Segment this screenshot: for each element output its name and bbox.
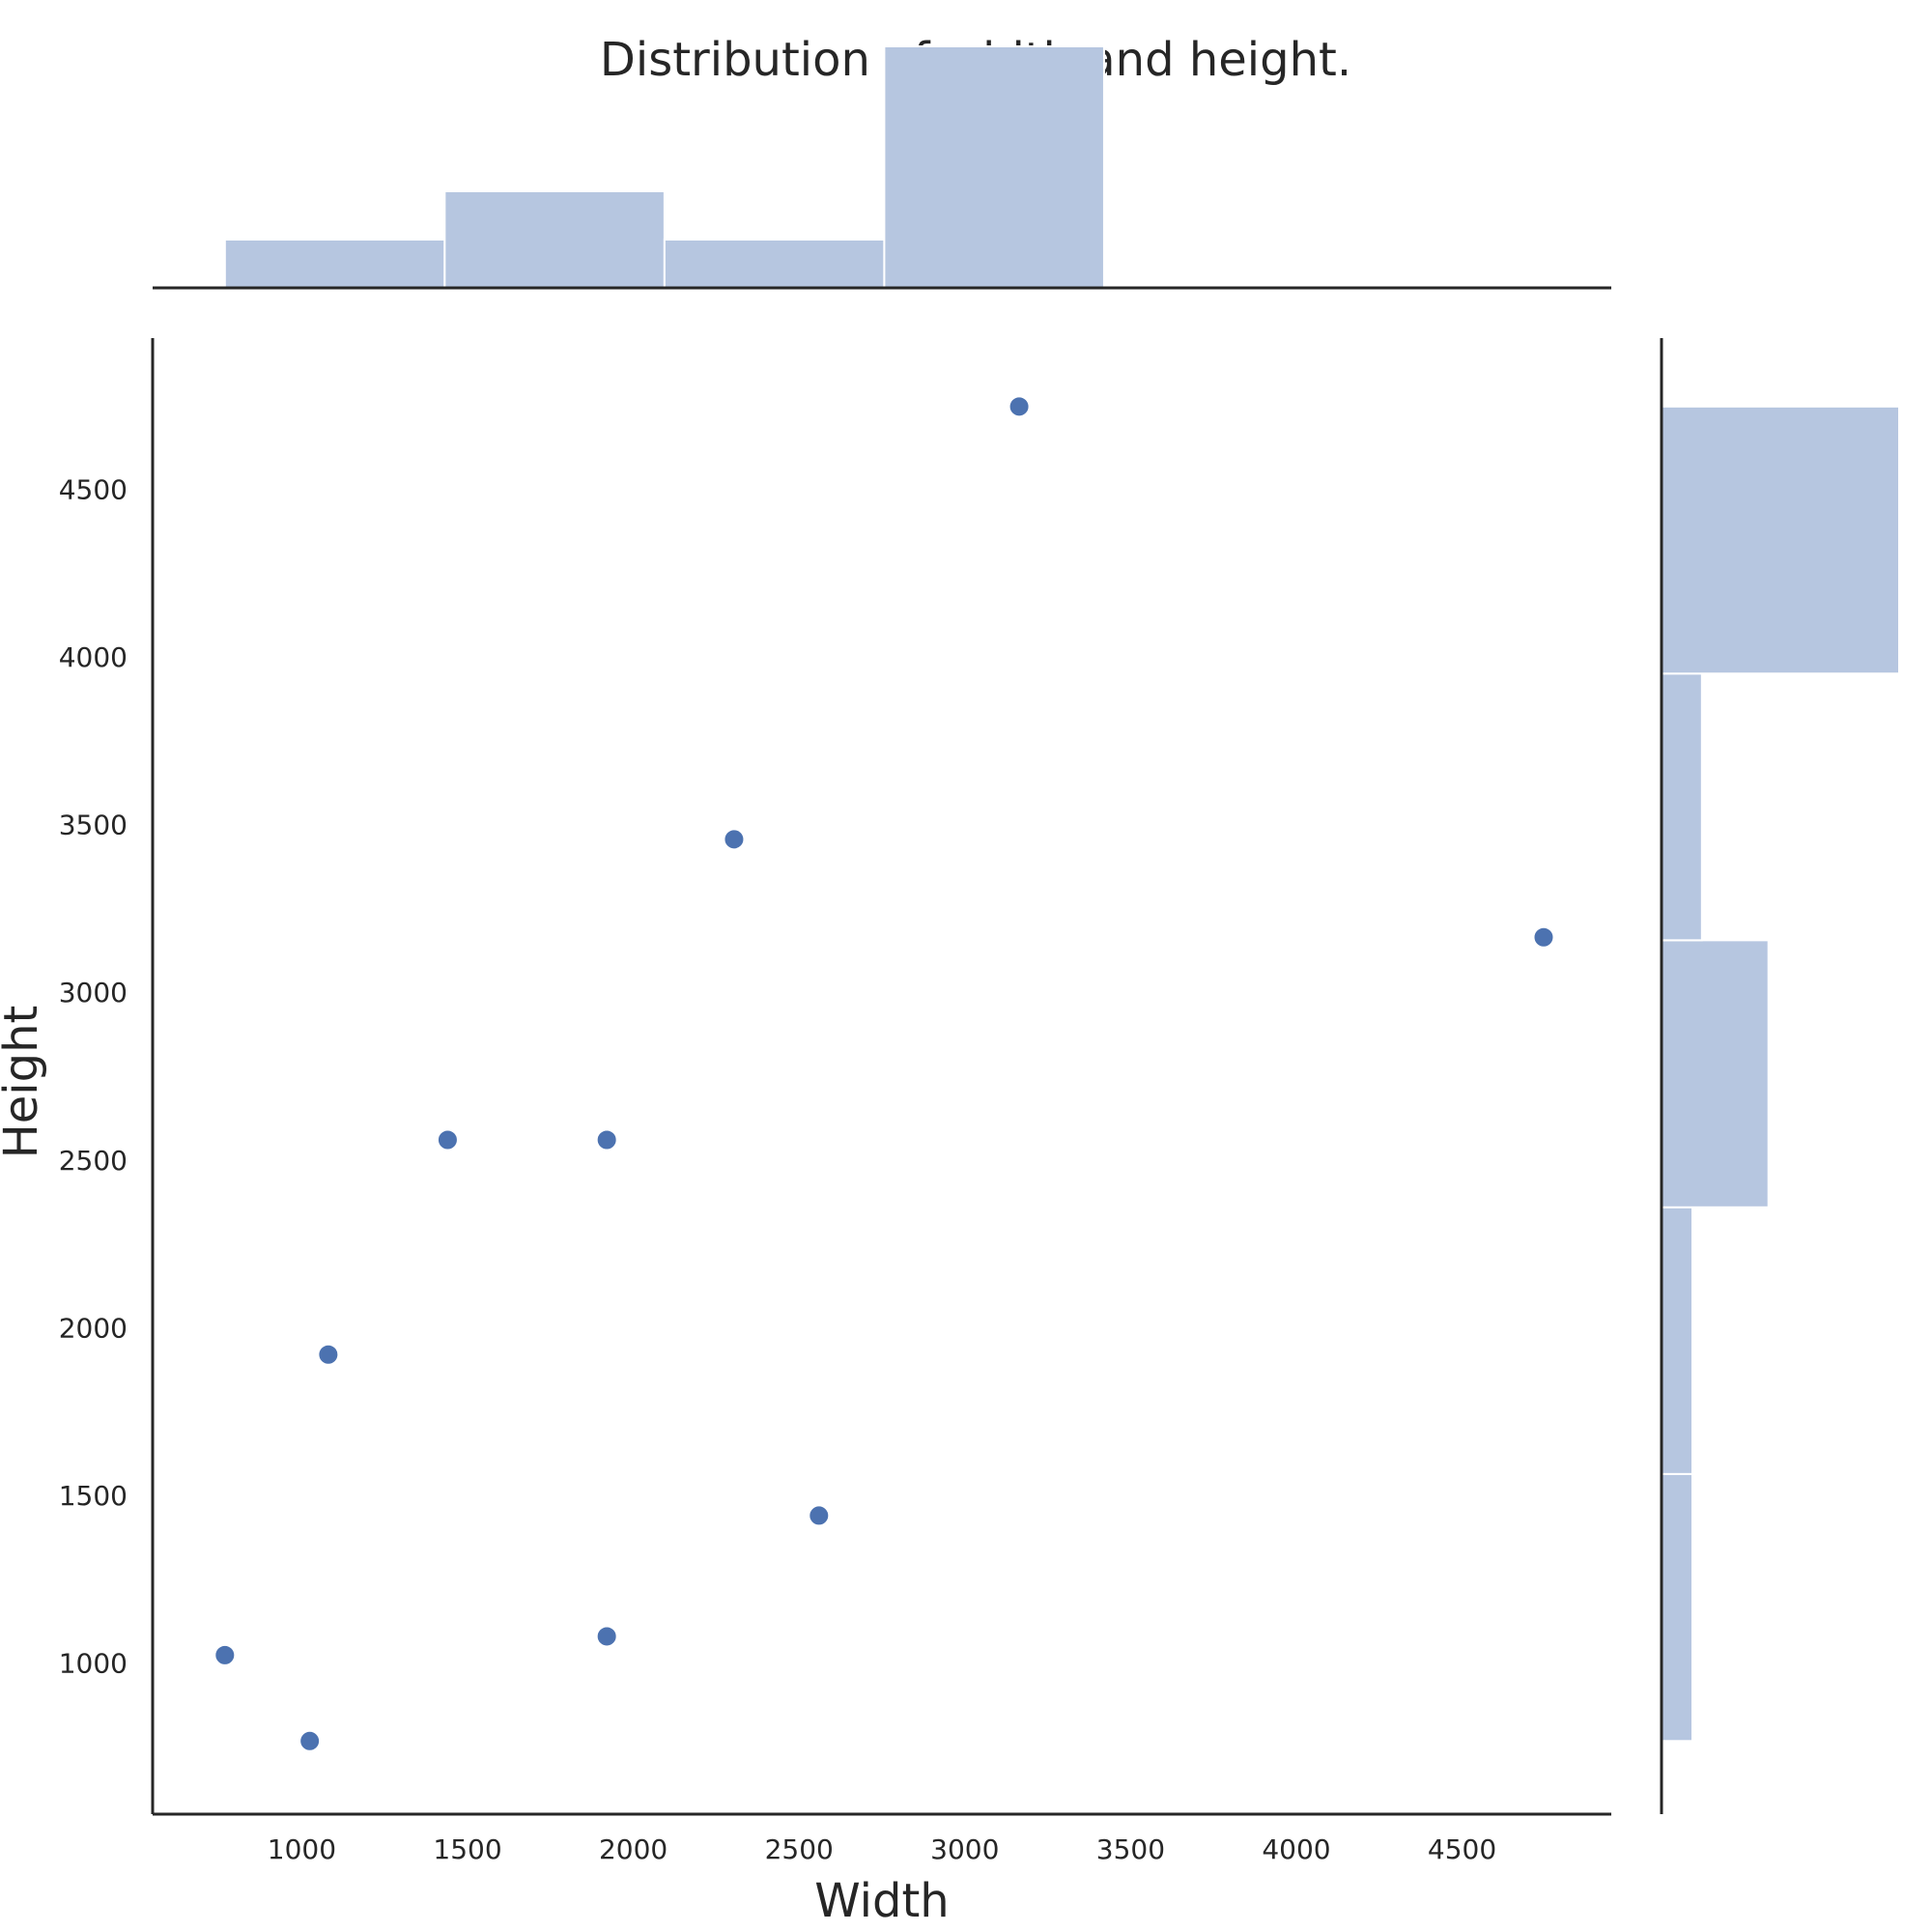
y-tick-label: 2500 [59, 1145, 128, 1177]
y-tick-label: 1000 [59, 1648, 128, 1680]
scatter-point [810, 1506, 829, 1525]
marginal-x-bar [883, 45, 1105, 289]
scatter-point [438, 1130, 457, 1150]
x-tick-label: 4000 [1262, 1833, 1330, 1865]
marginal-y-bar [1661, 405, 1900, 675]
marginal-x-bar [443, 190, 666, 289]
marginal-y-bar [1661, 1472, 1693, 1743]
marginal-y-histogram [1661, 405, 1900, 1743]
scatter-point [1009, 397, 1029, 416]
scatter-point [597, 1130, 616, 1150]
y-tick-labels: 1000 1500 2000 2500 3000 3500 4000 4500 [59, 473, 128, 1679]
x-tick-label: 4500 [1428, 1833, 1496, 1865]
y-tick-label: 4000 [59, 641, 128, 673]
scatter-plot-area [215, 397, 1553, 1750]
marginal-x-histogram [223, 45, 1545, 289]
scatter-point [724, 830, 744, 849]
y-tick-label: 3500 [59, 810, 128, 841]
y-axis-label: Height [0, 1006, 48, 1159]
marginal-x-bar [223, 239, 446, 289]
marginal-x-bar [663, 239, 886, 289]
y-tick-label: 2000 [59, 1312, 128, 1344]
marginal-y-bar [1661, 939, 1770, 1208]
x-tick-label: 1500 [433, 1833, 501, 1865]
x-tick-labels: 1000 1500 2000 2500 3000 3500 4000 4500 [268, 1833, 1496, 1865]
y-tick-label: 1500 [59, 1480, 128, 1512]
scatter-point [300, 1731, 320, 1750]
x-tick-label: 3500 [1096, 1833, 1165, 1865]
x-tick-label: 3000 [930, 1833, 999, 1865]
scatter-point [597, 1627, 616, 1646]
scatter-point [215, 1645, 235, 1664]
y-tick-label: 4500 [59, 473, 128, 505]
x-tick-label: 1000 [268, 1833, 336, 1865]
x-axis-label: Width [814, 1874, 949, 1928]
scatter-point [1534, 927, 1553, 947]
x-tick-label: 2000 [599, 1833, 668, 1865]
scatter-point [319, 1345, 338, 1364]
y-tick-label: 3000 [59, 977, 128, 1009]
marginal-y-bar [1661, 672, 1703, 942]
x-tick-label: 2500 [765, 1833, 834, 1865]
marginal-y-bar [1661, 1206, 1693, 1475]
